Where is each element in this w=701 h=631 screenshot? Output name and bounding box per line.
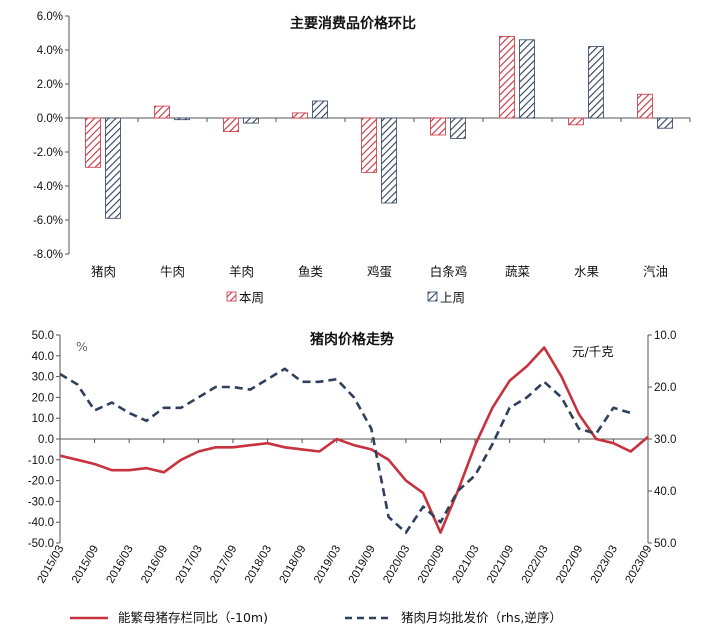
x-tick-label: 2016/03 xyxy=(105,544,136,586)
bar-shangzhou xyxy=(450,117,466,139)
right-y-tick-label: 10.0 xyxy=(654,330,676,342)
bar-y-tick-label: -6.0% xyxy=(33,215,63,227)
bar-benzhou xyxy=(499,36,515,119)
bar-category-label: 白条鸡 xyxy=(430,264,468,279)
bar-y-tick-labels: 6.0% 4.0% 2.0% 0.0% -2.0% -4.0% -6.0% -8.0% xyxy=(33,11,69,261)
left-y-tick-label: -20.0 xyxy=(28,476,54,488)
left-y-tick-labels: 50.0 40.0 30.0 20.0 10.0 0.0 -10.0 -20.0 -30.0 -4… xyxy=(28,330,60,550)
legend-label-benzhou: 本周 xyxy=(239,290,264,305)
bar-shangzhou xyxy=(105,117,121,219)
left-y-tick-label: 20.0 xyxy=(32,392,54,404)
x-tick-label: 2019/03 xyxy=(312,544,343,586)
x-tick-label: 2019/09 xyxy=(347,544,378,586)
x-tick-label: 2023/09 xyxy=(623,544,654,586)
right-y-tick-label: 40.0 xyxy=(654,486,676,498)
right-axis-unit: 元/千克 xyxy=(572,344,614,359)
bar-y-tick-label: 0.0% xyxy=(37,113,63,125)
legend-label-shangzhou: 上周 xyxy=(440,290,465,305)
left-y-tick-label: -50.0 xyxy=(28,538,54,550)
x-tick-label: 2018/09 xyxy=(278,544,309,586)
bar-benzhou xyxy=(85,117,101,168)
legend-label-sow-inventory: 能繁母猪存栏同比（-10m) xyxy=(118,610,268,625)
bar-category-label: 牛肉 xyxy=(160,264,185,279)
bar-benzhou xyxy=(361,117,377,173)
series-line-sow-inventory xyxy=(59,346,649,534)
bar-shangzhou xyxy=(519,39,535,119)
left-y-tick-label: 30.0 xyxy=(32,372,54,384)
bar-benzhou xyxy=(223,117,239,133)
x-tick-label: 2022/09 xyxy=(554,544,585,586)
bar-shangzhou xyxy=(588,46,604,119)
bar-category-labels: 猪肉 牛肉 羊肉 鱼类 鸡蛋 白条鸡 蔬菜 水果 汽油 xyxy=(91,264,668,279)
line-chart-title: 猪肉价格走势 xyxy=(309,331,394,348)
left-y-tick-label: -30.0 xyxy=(28,496,54,508)
left-y-tick-label: 10.0 xyxy=(32,413,54,425)
bar-benzhou xyxy=(637,93,653,119)
bar-marks xyxy=(85,36,691,219)
bar-category-label: 羊肉 xyxy=(229,264,254,279)
bar-chart-title: 主要消费品价格环比 xyxy=(290,15,416,32)
x-tick-label: 2016/09 xyxy=(139,544,170,586)
bar-y-tick-label: 4.0% xyxy=(37,45,63,57)
bar-category-label: 鱼类 xyxy=(298,264,324,279)
x-tick-label: 2017/09 xyxy=(208,544,239,586)
legend-label-pork-price: 猪肉月均批发价（rhs,逆序） xyxy=(401,610,562,625)
bar-category-label: 蔬菜 xyxy=(505,264,531,279)
right-y-tick-label: 20.0 xyxy=(654,382,676,394)
bar-benzhou xyxy=(430,117,446,136)
x-tick-label: 2020/03 xyxy=(381,544,412,586)
bar-shangzhou xyxy=(657,117,673,129)
bar-y-tick-label: -8.0% xyxy=(33,249,63,261)
x-tick-label: 2020/09 xyxy=(416,544,447,586)
left-y-tick-label: 0.0 xyxy=(38,434,54,446)
bar-category-label: 汽油 xyxy=(643,264,668,279)
x-tick-label: 2023/03 xyxy=(589,544,620,586)
x-tick-label: 2018/03 xyxy=(243,544,274,586)
series-line-pork-price xyxy=(59,367,632,534)
bar-y-tick-label: 2.0% xyxy=(37,79,63,91)
bar-y-tick-label: 6.0% xyxy=(37,11,63,23)
line-chart-axes xyxy=(59,335,649,543)
bar-shangzhou xyxy=(174,117,190,121)
right-y-tick-labels: 10.0 20.0 30.0 40.0 50.0 xyxy=(648,330,676,550)
left-y-tick-label: -40.0 xyxy=(28,517,54,529)
bar-shangzhou xyxy=(243,117,259,124)
bar-category-label: 猪肉 xyxy=(91,264,116,279)
x-tick-label: 2015/09 xyxy=(70,544,101,586)
bar-chart: 主要消费品价格环比 6.0% 4.0% 2.0% 0.0% -2.0% -4.0% -6.0… xyxy=(33,11,691,305)
legend-swatch-shangzhou xyxy=(427,291,438,302)
left-y-tick-label: 40.0 xyxy=(32,351,54,363)
bar-y-tick-label: -4.0% xyxy=(33,181,63,193)
left-axis-unit: % xyxy=(76,339,88,354)
x-tick-label: 2021/03 xyxy=(450,544,481,586)
left-y-tick-label: -10.0 xyxy=(28,455,54,467)
x-tick-label: 2017/03 xyxy=(174,544,205,586)
line-series xyxy=(59,346,649,534)
line-chart: 猪肉价格走势 % 元/千克 50.0 40.0 30.0 20.0 10.0 0.0 -10… xyxy=(28,330,677,625)
x-tick-label: 2022/03 xyxy=(520,544,551,586)
bar-shangzhou xyxy=(312,100,328,119)
x-tick-labels: 2015/03 2015/09 2016/03 2016/09 2017/03 2017/… xyxy=(35,439,655,586)
bar-category-label: 鸡蛋 xyxy=(367,264,392,279)
bar-legend: 本周 上周 xyxy=(226,290,465,305)
left-y-tick-label: 50.0 xyxy=(32,330,54,342)
right-y-tick-label: 50.0 xyxy=(654,538,676,550)
right-y-tick-label: 30.0 xyxy=(654,434,676,446)
bar-benzhou xyxy=(292,112,308,119)
bar-category-label: 水果 xyxy=(574,264,600,279)
legend-swatch-benzhou xyxy=(226,291,237,302)
bar-benzhou xyxy=(568,117,584,126)
bar-shangzhou xyxy=(381,117,397,204)
bar-y-tick-label: -2.0% xyxy=(33,147,63,159)
line-legend: 能繁母猪存栏同比（-10m) 猪肉月均批发价（rhs,逆序） xyxy=(70,610,562,625)
x-tick-label: 2021/09 xyxy=(485,544,516,586)
bar-benzhou xyxy=(154,105,170,119)
